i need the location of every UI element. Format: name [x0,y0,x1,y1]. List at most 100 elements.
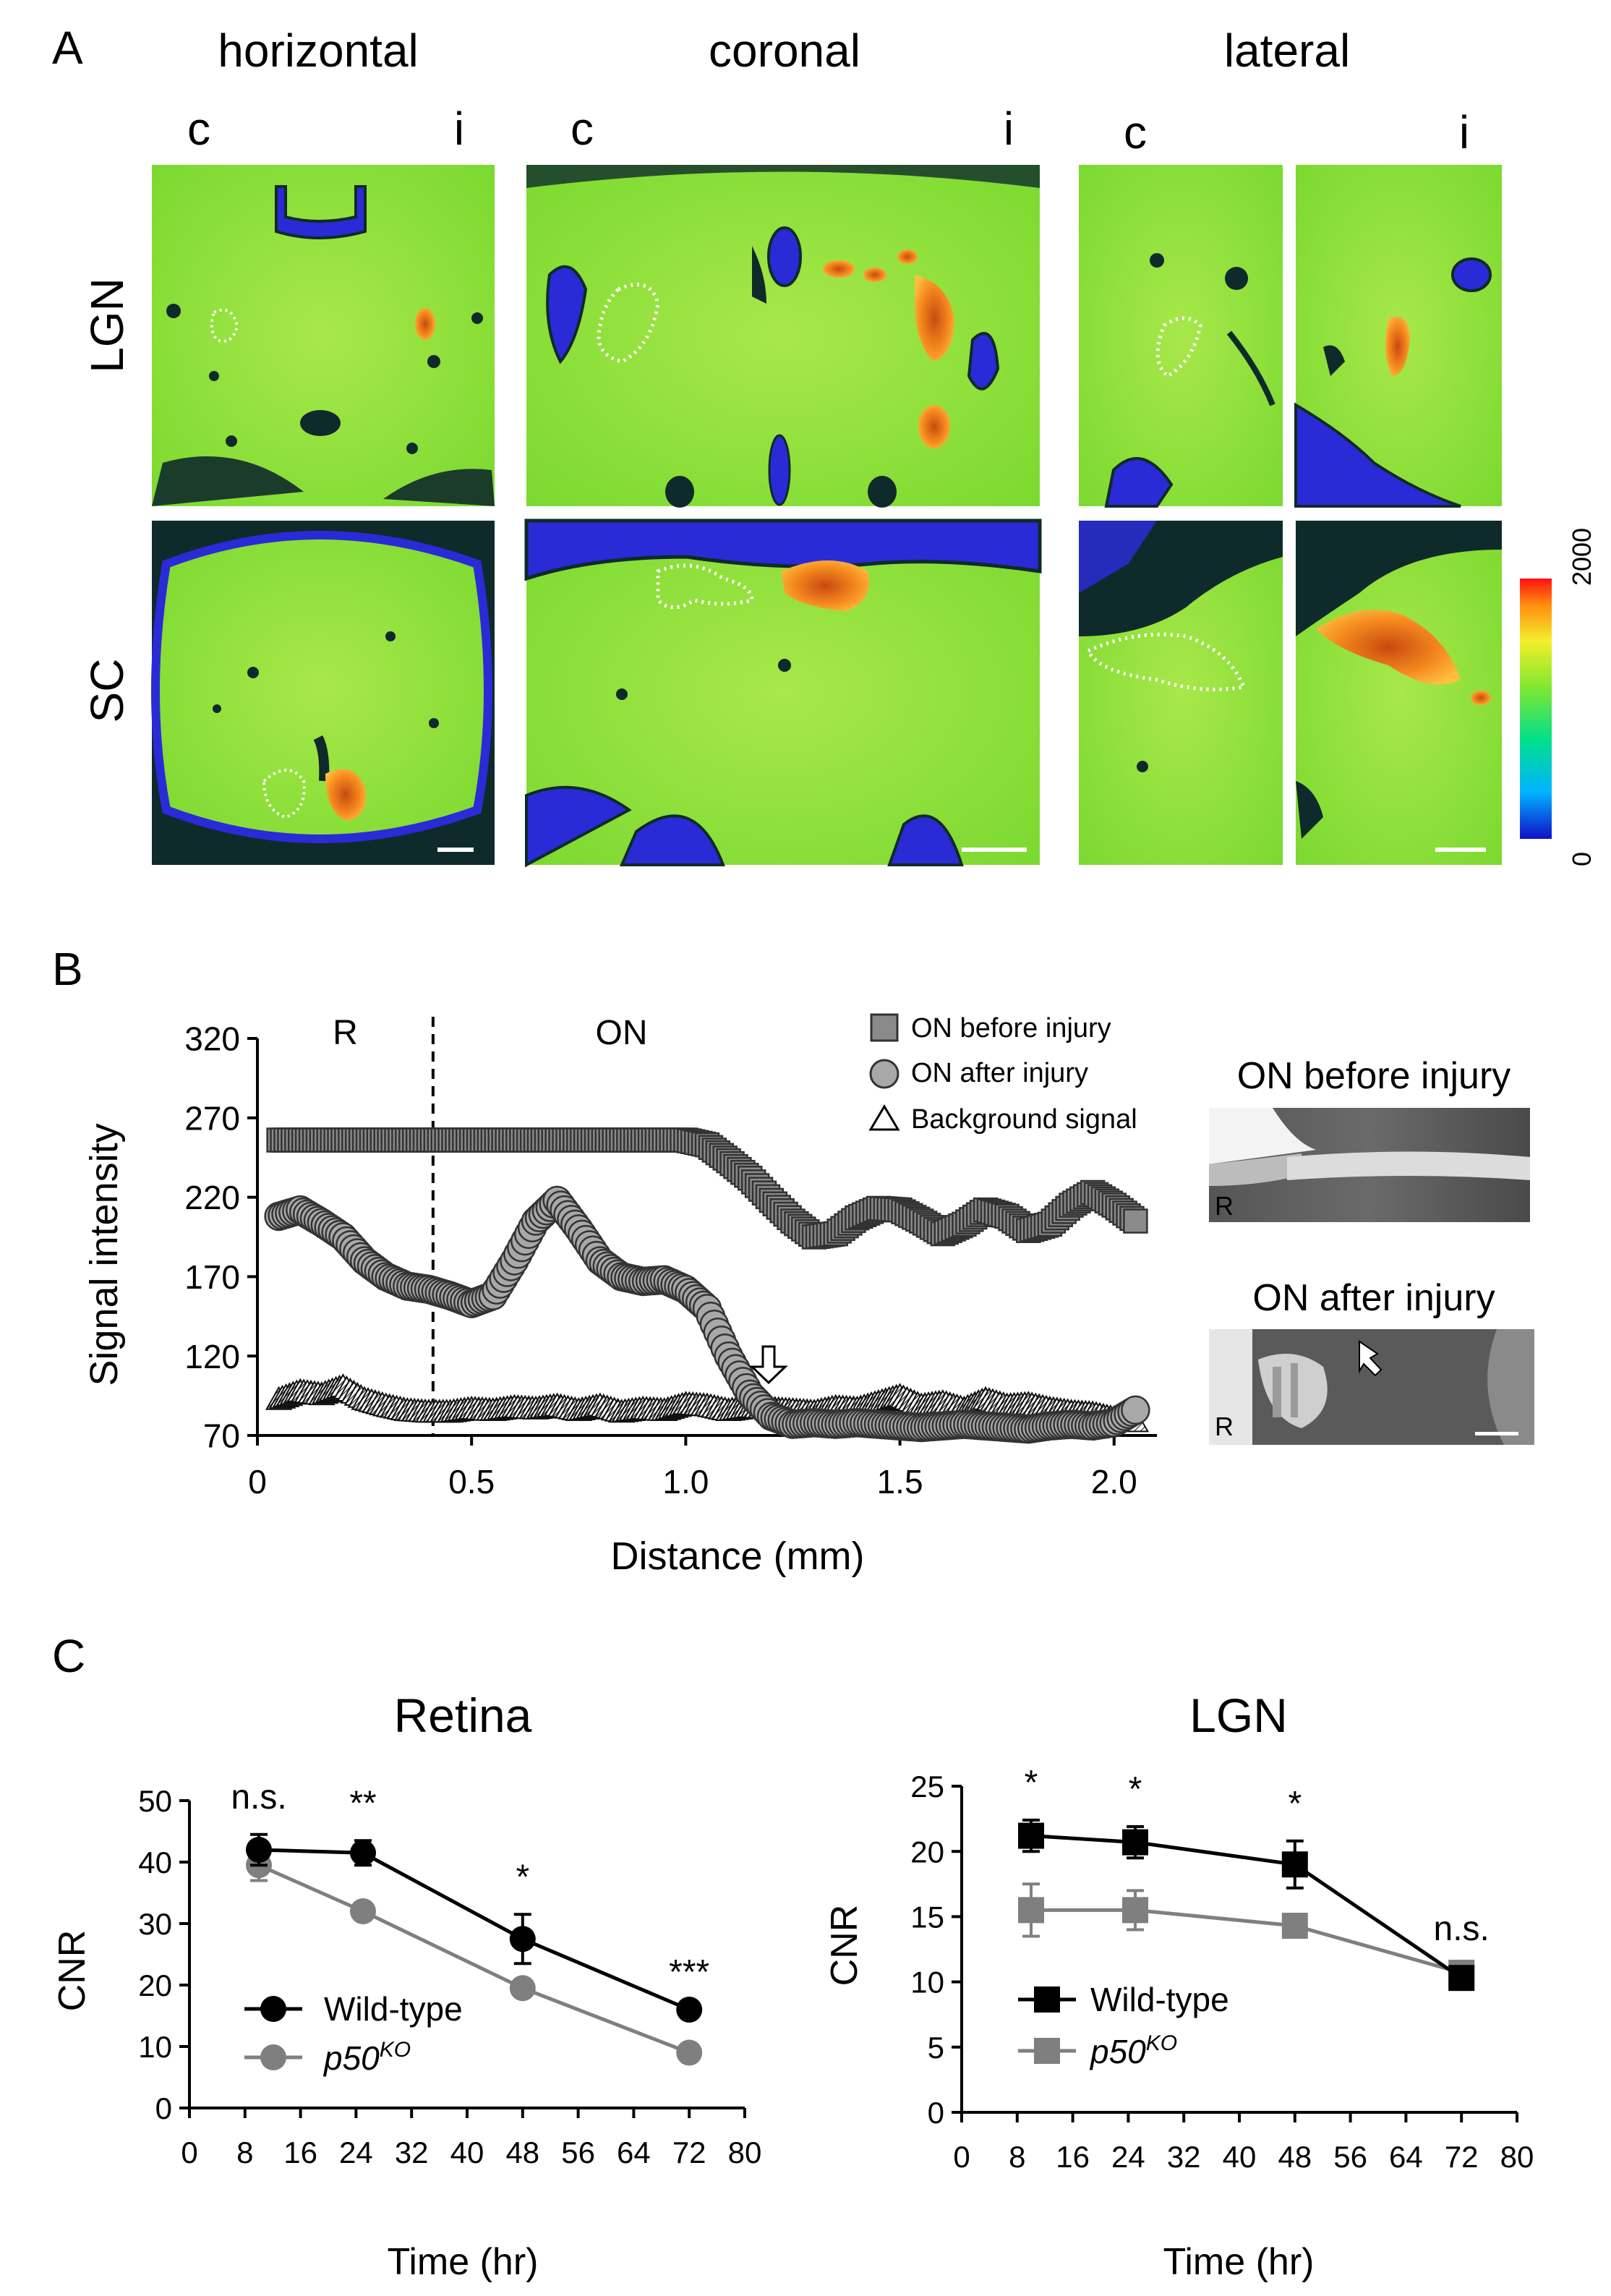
x-tick-label: 48 [505,2135,539,2169]
y-tick-label: 50 [138,1784,172,1818]
image-lgn-lateral-c [1079,165,1283,508]
image-sc-lateral-i [1296,521,1502,865]
x-tick-label: 8 [236,2135,253,2169]
y-tick-label: 20 [910,1835,944,1869]
panel-letter-b: B [52,943,83,995]
significance-label: ** [349,1784,376,1822]
side-label-i-coronal: i [1004,103,1014,155]
significance-label: * [1025,1764,1038,1802]
chart-c-retina-legend: Wild-type p50KO [244,1990,463,2077]
chart-c-retina-axes: 0 10 20 30 40 50 0 8 16 24 32 40 48 56 64 72 80 [138,1784,761,2169]
legend-label-p50ko-sup: KO [380,2038,411,2062]
panel-letter-c: C [52,1630,85,1682]
legend-marker-square [870,1013,899,1042]
inset-image-before: R [1209,1108,1530,1222]
x-tick-label: 1.0 [662,1463,709,1501]
x-tick-label: 8 [1009,2140,1025,2174]
chart-b-axes: 70 120 170 220 270 320 0 0.5 1.0 1.5 2.0 [184,1020,1157,1501]
legend-label-background: Background signal [911,1104,1137,1135]
legend-marker-wildtype [1034,1986,1060,2013]
data-point [676,1997,703,2023]
chart-c-retina-marks: n.s. ****** [231,1778,709,2066]
injury-arrow-icon [749,1345,788,1385]
image-lgn-coronal [526,165,1040,508]
y-tick-label: 10 [138,2030,172,2064]
chart-b-ylabel: Signal intensity [82,1123,126,1386]
image-sc-lateral-c [1079,521,1283,865]
x-tick-label: 2.0 [1091,1463,1137,1501]
x-tick-label: 64 [1389,2140,1423,2174]
x-tick-label: 56 [561,2135,595,2169]
chart-c-retina-xlabel: Time (hr) [388,2241,539,2283]
x-tick-label: 80 [728,2135,762,2169]
data-point [1122,1829,1148,1856]
view-title-coronal: coronal [709,25,860,77]
chart-b-legend: ON before injury ON after injury Backgro… [868,1013,1137,1135]
series-line [1030,1834,1463,1980]
chart-c-lgn-axes: 0 5 10 15 20 25 0 8 16 24 32 40 48 56 64 72 80 [910,1770,1534,2174]
view-title-lateral: lateral [1224,25,1350,77]
y-tick-label: 10 [910,1966,944,2000]
significance-label: * [1288,1785,1302,1823]
x-tick-label: 48 [1278,2140,1312,2174]
legend-label-p50ko-sup: KO [1146,2031,1177,2055]
legend-marker-p50ko [260,2044,286,2070]
region-label-on: ON [596,1014,648,1052]
legend-label-p50ko-base: p50 [1089,2033,1146,2070]
y-tick-label: 5 [928,2031,944,2065]
legend-label-p50ko: p50KO [322,2038,411,2077]
significance-label: *** [669,1953,709,1992]
legend-label-wildtype: Wild-type [324,1990,463,2028]
legend-label-on-before: ON before injury [911,1013,1111,1044]
side-label-i-lateral: i [1459,106,1469,158]
x-tick-label: 72 [672,2135,706,2169]
inset-title-before: ON before injury [1237,1055,1511,1097]
inset-title-after: ON after injury [1252,1277,1495,1319]
y-tick-label: 120 [184,1338,240,1375]
panel-c-lgn-chart: 0 5 10 15 20 25 0 8 16 24 32 40 48 56 64 72 80 * * * n.s. L… [824,1689,1534,2283]
x-tick-label: 32 [1167,2140,1201,2174]
y-tick-label: 15 [910,1900,944,1934]
region-label-r: R [333,1014,358,1052]
data-point [1281,1851,1308,1878]
x-tick-label: 32 [395,2135,429,2169]
x-tick-label: 0 [181,2135,197,2169]
significance-label: * [1129,1770,1142,1809]
data-point [1018,1897,1044,1924]
y-tick-label: 0 [928,2096,944,2130]
row-label-sc: SC [81,659,133,723]
side-label-c-coronal: c [571,103,594,155]
x-tick-label: 24 [1111,2140,1145,2174]
row-label-lgn: LGN [81,278,133,373]
data-point [1122,1897,1148,1924]
on-after-circle-marker [1121,1395,1150,1425]
x-tick-label: 80 [1500,2140,1534,2174]
on-before-square-marker [1123,1208,1148,1234]
inset-image-after: R [1209,1329,1534,1445]
legend-marker-triangle [868,1104,900,1131]
data-point [350,1898,376,1924]
panel-b-chart: 70 120 170 220 270 320 0 0.5 1.0 1.5 2.0 R ON Dist… [82,1013,1157,1578]
panel-letter-a: A [52,22,83,74]
side-label-c-lateral: c [1124,106,1147,158]
x-tick-label: 1.5 [877,1463,923,1501]
panel-a: horizontal coronal lateral c i c i c i L… [81,25,1597,868]
image-sc-horizontal [151,521,495,865]
chart-c-lgn-ylabel: CNR [824,1905,866,1986]
legend-label-p50ko-base: p50 [322,2039,380,2077]
x-tick-label: 0.5 [448,1463,495,1501]
x-tick-label: 40 [1223,2140,1257,2174]
y-tick-label: 320 [184,1020,240,1058]
data-point [509,1926,536,1953]
inset-injury-arrow-icon [1359,1340,1383,1377]
chart-b-xlabel: Distance (mm) [610,1535,864,1578]
y-tick-label: 220 [184,1179,240,1216]
data-point [246,1837,272,1863]
chart-c-lgn-title: LGN [1189,1689,1288,1742]
legend-label-on-after: ON after injury [911,1058,1088,1088]
y-tick-label: 270 [184,1099,240,1137]
data-point [1448,1965,1475,1992]
series-line [1031,1908,1462,1975]
y-tick-label: 0 [155,2091,172,2125]
image-lgn-horizontal [152,165,495,506]
